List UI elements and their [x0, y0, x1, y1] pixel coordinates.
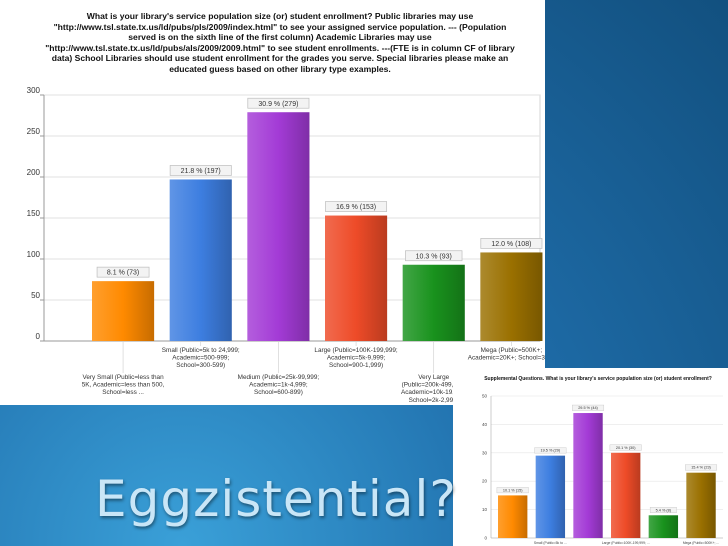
y-tick-label: 20	[482, 479, 488, 484]
y-tick-label: 100	[27, 250, 41, 259]
y-tick-label: 40	[482, 422, 488, 427]
x-tick-label: Very Small (Public=less than 5K, Academic…	[82, 374, 165, 396]
data-label: 20.1 % (30)	[616, 446, 636, 450]
bar	[247, 112, 310, 341]
y-tick-label: 200	[27, 168, 41, 177]
main-bar-chart: 0 50 100 150 200 250 300 8.1 % (73) Very Small (…	[27, 86, 545, 404]
x-tick-label: Very Large (Public=200k-499,999; Academic=…	[401, 374, 467, 404]
bar	[686, 472, 716, 538]
x-tick-label: Small (Public=5k to 24,999; Academic=500-…	[162, 347, 240, 369]
data-label: 8.1 % (73)	[107, 270, 139, 277]
data-label-box	[496, 487, 529, 494]
data-label: 12.0 % (108)	[491, 241, 531, 248]
bar	[402, 264, 465, 341]
y-tick-label: 10	[482, 507, 488, 512]
supplemental-bar-chart: 0 10 20 30 40 50 10.1 % (15) 19.5 % (29) 29.5 % …	[482, 394, 723, 545]
data-label-box	[649, 507, 677, 513]
data-label: 5.4 % (8)	[656, 508, 672, 512]
x-tick-label: Large (Public=100K-199,999; ...	[602, 541, 650, 545]
main-chart-panel: What is your library's service populatio…	[0, 0, 545, 405]
bar	[169, 179, 232, 341]
main-chart-title: What is your library's service populatio…	[45, 11, 515, 74]
y-tick-label: 50	[482, 394, 488, 399]
x-tick-label: Medium (Public=25k-99,999; Academic=1k-4,…	[238, 374, 320, 396]
data-label-box	[247, 97, 310, 109]
x-tick-label: Large (Public=100K-199,999; Academic=5k-9…	[314, 347, 398, 369]
bar	[535, 455, 566, 538]
data-label: 21.8 % (197)	[181, 168, 221, 175]
data-label-box	[572, 404, 605, 411]
y-tick-label: 300	[27, 86, 41, 95]
data-label-box	[96, 266, 150, 278]
data-label: 10.3 % (93)	[416, 253, 452, 260]
data-label-box	[169, 165, 232, 176]
supplemental-chart-title: Supplemental Questions. What is your lib…	[484, 376, 712, 382]
data-label: 19.5 % (29)	[541, 449, 561, 453]
data-label: 30.9 % (279)	[258, 101, 298, 108]
bar	[611, 452, 641, 538]
data-label-box	[534, 447, 567, 454]
bar	[573, 413, 603, 538]
x-tick-label: Mega (Public=500K+; ...	[683, 541, 719, 545]
data-label: 29.5 % (44)	[578, 406, 598, 410]
y-tick-label: 150	[27, 209, 41, 218]
data-label-box	[325, 201, 388, 212]
y-tick-label: 50	[31, 291, 40, 300]
data-label-box	[685, 464, 718, 471]
x-tick-label: Mega (Public=500K+; Academic=20K+; School…	[468, 347, 545, 362]
data-label-box	[405, 250, 463, 262]
bar	[498, 495, 528, 538]
supplemental-chart-panel: Supplemental Questions. What is your lib…	[453, 368, 728, 546]
data-label: 10.1 % (15)	[503, 488, 523, 492]
bar	[648, 515, 679, 538]
data-label: 15.4 % (23)	[691, 466, 711, 470]
slide-title: Eggzistential?	[95, 470, 457, 528]
data-label-box	[609, 444, 642, 451]
y-tick-label: 250	[27, 127, 41, 136]
data-label: 16.9 % (153)	[336, 204, 376, 211]
bar	[92, 281, 155, 341]
y-tick-label: 0	[36, 332, 41, 341]
bar	[325, 215, 388, 341]
y-tick-label: 30	[482, 450, 488, 455]
data-label-box	[480, 238, 543, 249]
x-tick-label: Small (Public=5k to ...	[534, 541, 567, 545]
y-tick-label: 0	[484, 536, 487, 541]
bar	[480, 252, 543, 341]
